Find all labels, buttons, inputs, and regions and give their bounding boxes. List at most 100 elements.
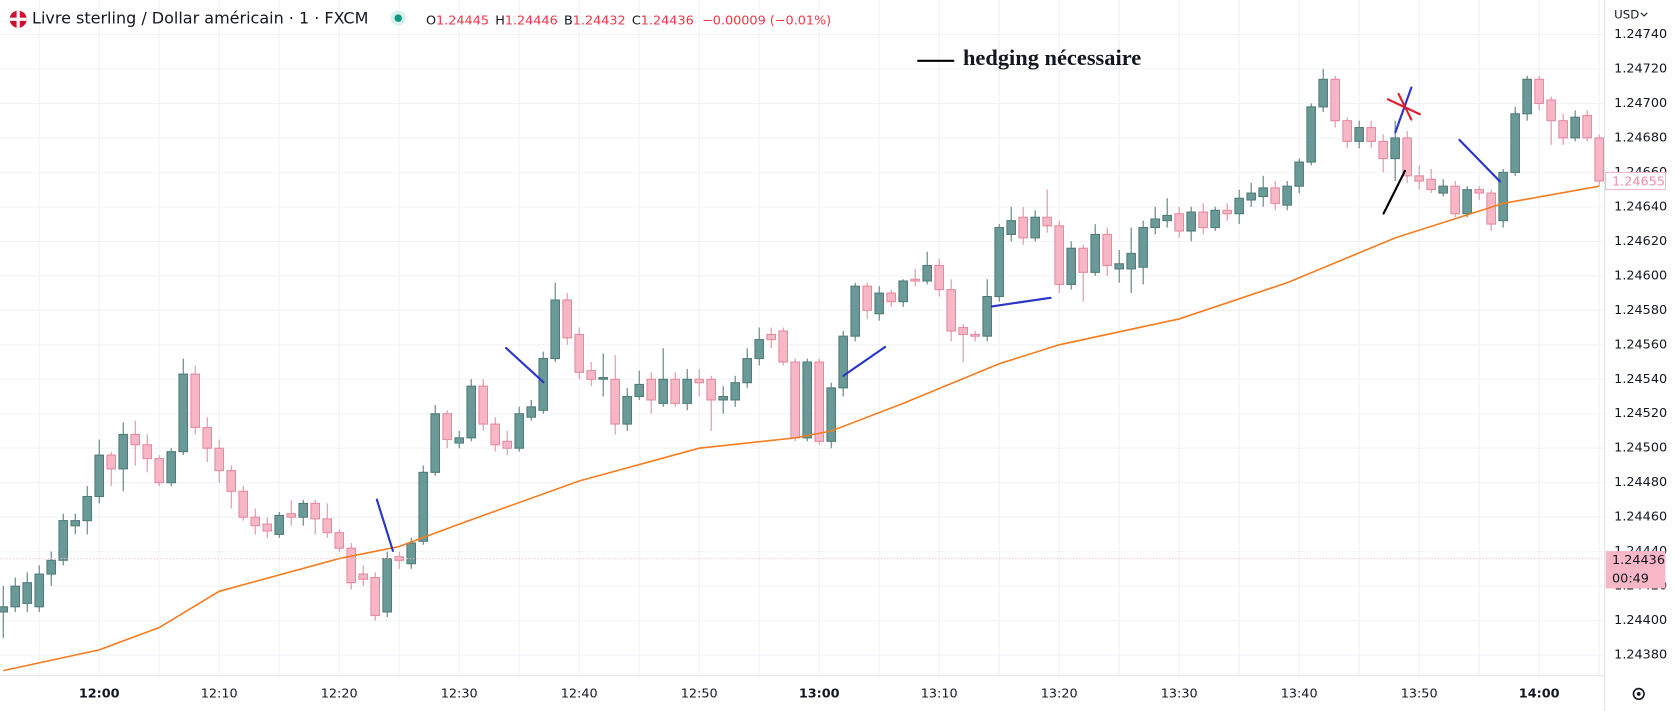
candle-body: [82, 495, 93, 522]
ohlc-value: 1.24432: [573, 13, 626, 28]
settings-button[interactable]: [1632, 687, 1645, 701]
candle-body: [1066, 247, 1076, 285]
candle-body: [1366, 127, 1376, 142]
candle-body: [10, 585, 21, 608]
candle-body: [130, 433, 141, 446]
candle-body: [346, 547, 357, 584]
candle-body: [1522, 78, 1532, 115]
candle-body: [322, 518, 333, 534]
candle-body: [634, 383, 645, 398]
candle-body: [574, 333, 585, 373]
ohlc-key: H: [495, 13, 505, 28]
drawing-line: [375, 498, 394, 552]
candle-body: [1186, 211, 1196, 232]
y-tick-label: 1.24540: [1614, 372, 1667, 387]
currency-chevron[interactable]: [1640, 12, 1648, 17]
candle-body: [970, 333, 980, 337]
candle-body: [0, 606, 9, 613]
cross-mark: [1397, 92, 1413, 121]
y-tick-label: 1.24580: [1614, 303, 1667, 318]
ohlc-value: 1.24446: [505, 13, 558, 28]
candle-body: [1294, 161, 1304, 187]
candle-body: [454, 437, 465, 444]
ohlc-change: −0.00009 (−0.01%): [702, 13, 831, 28]
candle-body: [382, 558, 393, 613]
candle-body: [1546, 99, 1556, 122]
price-label-box: [1605, 551, 1666, 589]
candle-body: [910, 278, 920, 282]
candle-body: [1318, 78, 1328, 108]
candle-body: [406, 542, 417, 565]
candle-body: [1030, 216, 1040, 239]
y-tick-label: 1.24620: [1614, 234, 1667, 249]
drawing-line: [990, 296, 1052, 308]
y-tick-label: 1.24560: [1614, 337, 1667, 352]
y-tick-label: 1.24520: [1614, 406, 1667, 421]
candle-body: [274, 514, 285, 535]
candle-body: [142, 444, 153, 460]
y-tick-label: 1.24700: [1614, 96, 1667, 111]
x-tick-label: 12:30: [441, 686, 478, 701]
candle-body: [1426, 178, 1436, 191]
candle-body: [466, 385, 477, 439]
price-label: 1.24436: [1612, 553, 1665, 568]
candle-body: [1330, 78, 1340, 122]
drawing-line: [1382, 169, 1407, 215]
candle-body: [1138, 227, 1148, 268]
candle-body: [1102, 233, 1112, 267]
candle-body: [814, 361, 824, 442]
candle-body: [802, 361, 812, 439]
candle-body: [1270, 187, 1280, 204]
candle-body: [1354, 127, 1364, 142]
x-tick-label: 13:30: [1161, 686, 1198, 701]
candle-body: [262, 523, 273, 532]
y-tick-label: 1.24720: [1614, 61, 1667, 76]
candle-body: [70, 520, 81, 527]
candle-body: [286, 513, 297, 518]
candle-body: [742, 358, 753, 384]
candle-body: [106, 454, 117, 470]
candle-body: [1438, 185, 1448, 194]
candle-body: [502, 440, 513, 449]
y-tick-label: 1.24500: [1614, 441, 1667, 456]
candle-body: [478, 385, 489, 425]
candle-body: [1342, 120, 1352, 142]
x-tick-label: 12:50: [681, 686, 718, 701]
candle-body: [34, 573, 45, 608]
candle-body: [1078, 247, 1088, 273]
candle-body: [1414, 175, 1424, 182]
candle-body: [250, 516, 261, 527]
candle-body: [58, 520, 69, 561]
candle-body: [118, 433, 129, 470]
candle-body: [778, 330, 788, 363]
price-label-box: [1605, 171, 1666, 191]
x-tick-label: 12:20: [321, 686, 358, 701]
candle-body: [862, 285, 872, 311]
candle-body: [1234, 197, 1244, 215]
status-dot: [394, 14, 402, 22]
candle-body: [370, 576, 381, 616]
ohlc-legend: O1.24445 H1.24446 B1.24432 C1.24436 −0.0…: [426, 13, 831, 28]
candle-body: [598, 377, 609, 380]
annotation: hedging nécessaire: [963, 45, 1141, 70]
drawing-line: [504, 346, 545, 384]
candle-body: [934, 264, 944, 291]
candle-body: [238, 490, 249, 518]
candle-body: [538, 358, 549, 411]
x-tick-label: 13:10: [921, 686, 958, 701]
candle-body: [658, 378, 669, 404]
candle-body: [442, 413, 453, 441]
currency-menu[interactable]: USD: [1614, 7, 1639, 21]
candle-body: [430, 413, 441, 473]
candle-body: [670, 378, 681, 404]
candle-body: [1114, 263, 1124, 270]
candle-body: [1582, 114, 1592, 139]
candle-body: [1210, 209, 1220, 229]
ma-line: [3, 185, 1600, 672]
candle-body: [1162, 214, 1172, 222]
settings-button[interactable]: [1636, 691, 1641, 696]
candle-body: [226, 470, 237, 492]
candle-body: [754, 339, 764, 360]
